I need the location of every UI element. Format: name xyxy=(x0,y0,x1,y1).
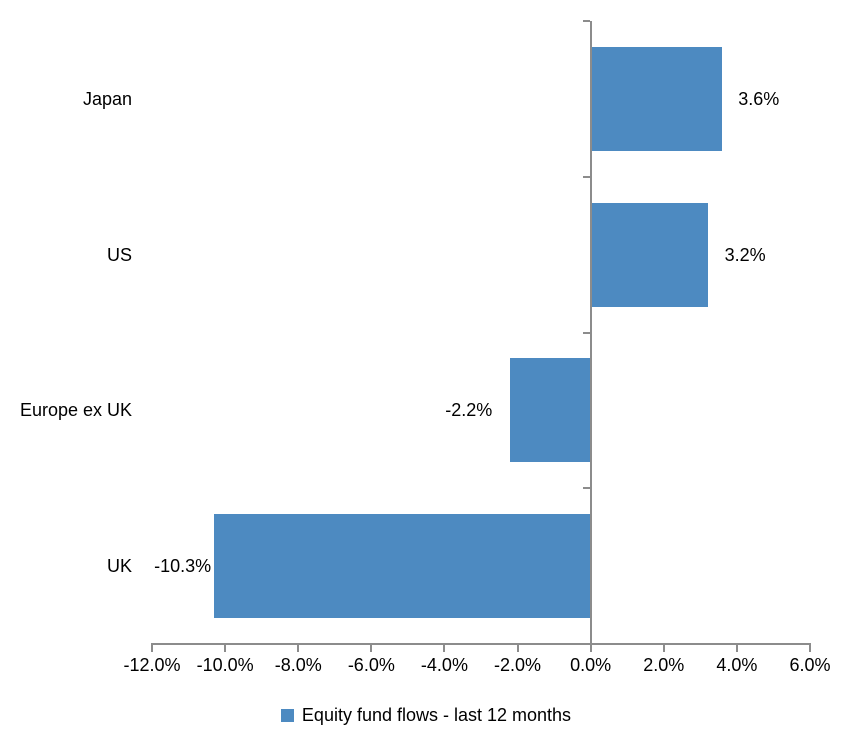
category-axis-tick xyxy=(582,331,590,334)
value-axis-tick-label: 0.0% xyxy=(570,655,612,675)
bar-uk xyxy=(214,514,591,619)
value-axis-tick xyxy=(589,645,592,652)
value-axis-tick xyxy=(370,645,373,652)
category-label-uk: UK xyxy=(106,556,132,577)
category-label-japan: Japan xyxy=(82,88,132,109)
value-axis-line xyxy=(151,643,811,645)
value-axis-tick-label: -10.0% xyxy=(196,655,254,675)
legend-marker-icon xyxy=(280,708,294,722)
bar-us xyxy=(590,202,708,307)
value-axis-tick xyxy=(151,645,153,652)
value-axis-tick-label: 6.0% xyxy=(789,655,831,675)
value-axis-tick xyxy=(443,645,446,652)
value-axis-tick-label: 4.0% xyxy=(716,655,758,675)
value-axis-tick-label: -2.0% xyxy=(494,655,542,675)
data-label-us: 3.2% xyxy=(724,244,766,265)
category-axis-tick xyxy=(582,20,590,22)
category-label-europe-ex-uk: Europe ex UK xyxy=(19,400,132,421)
bar-europe-ex-uk xyxy=(510,358,591,463)
value-axis-tick xyxy=(516,645,519,652)
data-label-europe-ex-uk: -2.2% xyxy=(445,400,493,421)
value-axis-tick-label: -12.0% xyxy=(123,655,181,675)
category-axis-tick xyxy=(582,487,590,490)
data-label-japan: 3.6% xyxy=(738,88,780,109)
value-axis-tick-label: -8.0% xyxy=(274,655,322,675)
bar-japan xyxy=(590,46,723,151)
category-axis-line xyxy=(589,21,592,652)
value-axis-tick-label: 2.0% xyxy=(643,655,685,675)
value-axis-tick xyxy=(809,645,811,652)
value-axis-tick xyxy=(224,645,227,652)
data-label-uk: -10.3% xyxy=(154,556,212,577)
legend: Equity fund flows - last 12 months xyxy=(0,704,852,726)
value-axis-tick xyxy=(297,645,300,652)
value-axis-tick xyxy=(662,645,665,652)
category-axis-tick xyxy=(582,175,590,178)
value-axis-tick-label: -6.0% xyxy=(347,655,395,675)
legend-label: Equity fund flows - last 12 months xyxy=(301,705,572,725)
category-label-us: US xyxy=(106,244,132,265)
value-axis-tick xyxy=(735,645,738,652)
value-axis-tick-label: -4.0% xyxy=(420,655,468,675)
